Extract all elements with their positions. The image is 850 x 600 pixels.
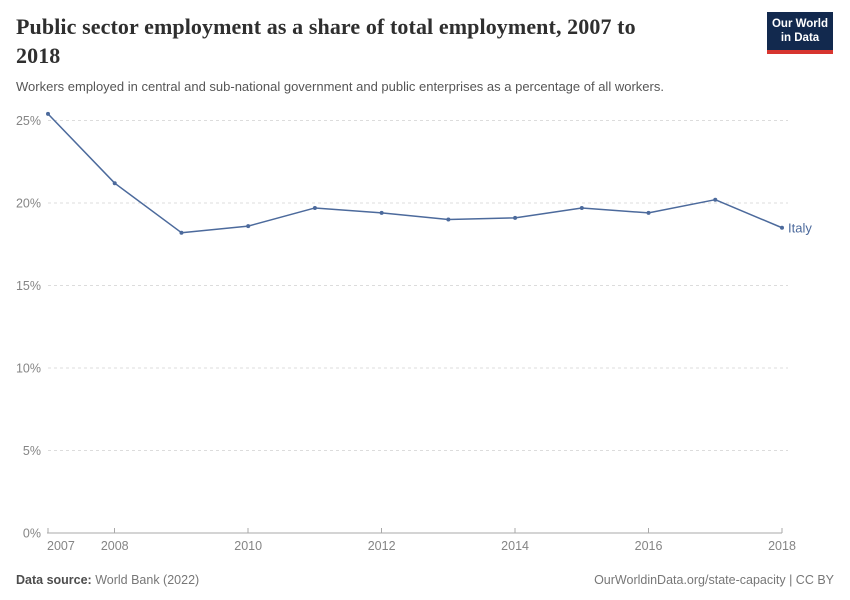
data-point [579,205,584,210]
chart-header: Public sector employment as a share of t… [16,12,750,94]
data-point [513,215,518,220]
data-point [179,230,184,235]
owid-logo-line1: Our World [771,18,828,30]
x-axis-tick-label: 2014 [501,539,529,553]
data-point [713,197,718,202]
credit-link[interactable]: OurWorldinData.org/state-capacity | CC B… [594,573,834,587]
data-point [46,111,50,116]
data-point [379,210,384,215]
page-title: Public sector employment as a share of t… [16,12,750,70]
x-axis-tick-label: 2018 [768,539,796,553]
data-point [780,225,784,230]
series-line-italy [47,113,783,234]
owid-logo: Our World in Data [767,12,833,54]
chart-subtitle: Workers employed in central and sub-nati… [16,79,664,95]
data-source-note: Data source: World Bank (2022) [16,573,199,587]
y-axis-tick-label: 5% [23,444,41,458]
y-axis-tick-label: 10% [16,362,41,376]
data-point [646,210,651,215]
series-label-italy: Italy [788,220,812,235]
data-point [312,205,317,210]
y-axis-tick-label: 15% [16,279,41,293]
y-axis-tick-label: 25% [16,114,41,128]
chart-footer: Data source: World Bank (2022) OurWorldi… [16,573,834,587]
data-source-label: Data source: [16,573,92,587]
x-axis-tick-label: 2008 [101,539,129,553]
data-source-value: World Bank (2022) [91,573,200,587]
data-point [446,217,451,222]
page-title-line2: 2018 [16,43,61,69]
x-axis-tick-label: 2007 [47,539,75,553]
x-axis-tick-label: 2012 [368,539,396,553]
y-axis-tick-label: 20% [16,197,41,211]
y-axis-tick-label: 0% [23,527,41,541]
page-title-line1: Public sector employment as a share of t… [16,14,636,39]
x-axis-tick-label: 2016 [635,539,663,553]
x-axis-tick-label: 2010 [234,539,262,553]
owid-logo-line2: in Data [780,32,820,45]
data-point [246,224,251,229]
data-point [112,181,117,186]
